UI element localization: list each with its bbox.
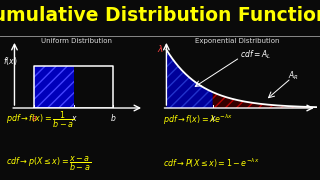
Text: Cumulative Distribution Functions: Cumulative Distribution Functions: [0, 6, 320, 24]
Text: Exponential Distribution: Exponential Distribution: [195, 38, 279, 44]
Text: $pdf \rightarrow f(x) = \lambda e^{-\lambda x}$: $pdf \rightarrow f(x) = \lambda e^{-\lam…: [163, 112, 233, 127]
Text: a: a: [32, 114, 36, 123]
Text: b: b: [111, 114, 116, 123]
Text: $A_R$: $A_R$: [288, 69, 299, 82]
Text: $f(x)$: $f(x)$: [3, 55, 18, 67]
Text: $cdf \rightarrow P(X \leq x) = 1-e^{-\lambda x}$: $cdf \rightarrow P(X \leq x) = 1-e^{-\la…: [163, 157, 260, 170]
Text: x: x: [71, 114, 76, 123]
Text: $\lambda$: $\lambda$: [157, 43, 164, 54]
Polygon shape: [213, 92, 317, 108]
Text: $pdf \rightarrow f(x) = \dfrac{1}{b-a}$: $pdf \rightarrow f(x) = \dfrac{1}{b-a}$: [6, 109, 74, 130]
Polygon shape: [166, 50, 213, 108]
Text: x: x: [211, 114, 215, 123]
Text: Uniform Distribution: Uniform Distribution: [41, 38, 112, 44]
Polygon shape: [34, 66, 74, 108]
Text: $cdf \rightarrow p(X \leq x) = \dfrac{x-a}{b-a}$: $cdf \rightarrow p(X \leq x) = \dfrac{x-…: [6, 154, 91, 173]
Text: $cdf = A_L$: $cdf = A_L$: [240, 49, 271, 61]
